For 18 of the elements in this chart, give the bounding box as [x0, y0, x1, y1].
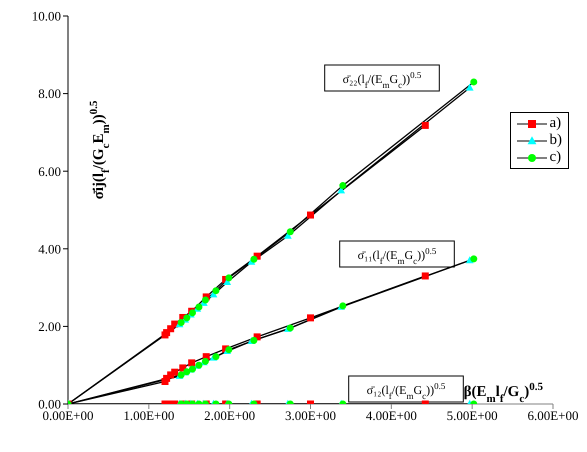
y-tick-label: 8.00: [38, 86, 61, 102]
annotation: σ̄₁₁(l$_{f}$/(E$_{m}$G$_{c}$))$^{0.5}$: [358, 246, 437, 266]
y-tick-label: 10.00: [32, 8, 61, 24]
x-axis-title: β(E$_{m}$l$_{f}$/G$_{c}$)$^{0.5}$: [464, 381, 544, 405]
x-tick-label: 2.00E+00: [204, 408, 256, 424]
legend-label: b): [550, 132, 562, 149]
y-tick-label: 2.00: [38, 319, 61, 334]
x-tick-label: 6.00E+00: [527, 408, 579, 424]
x-tick-label: 1.00E+00: [123, 408, 174, 424]
x-tick-label: 3.00E+00: [284, 408, 336, 424]
x-tick-label: 5.00E+00: [446, 408, 498, 424]
annotation: σ̄₁₂(l$_{f}$/(E$_{m}$G$_{c}$))$^{0.5}$: [366, 381, 446, 401]
y-tick-label: 4.00: [38, 241, 61, 256]
legend-label: a): [550, 115, 562, 132]
annotation: σ̄₂₂(l$_{f}$/(E$_{m}$G$_{c}$))$^{0.5}$: [342, 70, 422, 90]
y-tick-label: 6.00: [38, 164, 61, 179]
legend-label: c): [550, 149, 562, 166]
x-tick-label: 4.00E+00: [366, 408, 417, 424]
